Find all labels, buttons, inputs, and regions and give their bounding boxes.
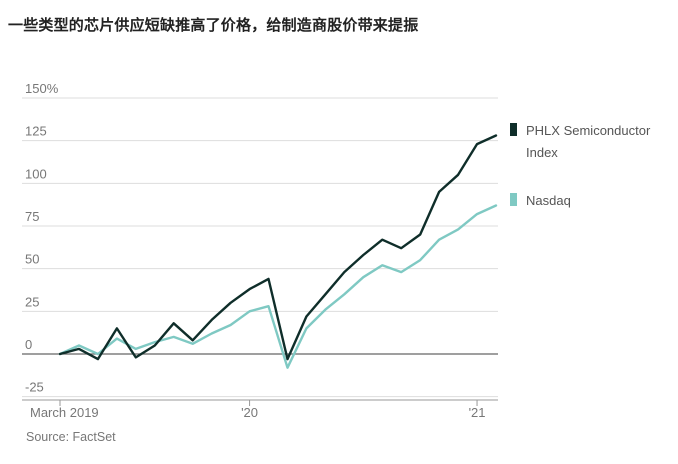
legend-semiconductor-label: PHLX Semiconductor — [526, 123, 651, 138]
y-tick-label: 150% — [25, 81, 59, 96]
legend-semiconductor-label: Index — [526, 145, 558, 160]
series-line-semiconductor — [58, 134, 498, 361]
y-axis-ticks: 150% 125 100 75 50 25 0 -25 — [25, 81, 59, 395]
y-tick-label: 0 — [25, 337, 32, 352]
legend-semiconductor-swatch — [510, 123, 517, 136]
y-tick-label: 125 — [25, 124, 47, 139]
source-note: Source: FactSet — [26, 430, 116, 444]
series-layer — [58, 134, 498, 369]
legend-nasdaq-label: Nasdaq — [526, 193, 571, 208]
chart-title: 一些类型的芯片供应短缺推高了价格，给制造商股价带来提振 — [8, 16, 419, 34]
x-axis: March 2019 '20 '21 — [22, 399, 498, 420]
y-tick-label: 25 — [25, 294, 39, 309]
y-tick-label: 100 — [25, 166, 47, 181]
y-tick-label: -25 — [25, 380, 44, 395]
x-tick-label: '21 — [469, 405, 486, 420]
legend-nasdaq-swatch — [510, 193, 517, 206]
y-tick-label: 50 — [25, 252, 39, 267]
y-tick-label: 75 — [25, 209, 39, 224]
x-tick-label: '20 — [241, 405, 258, 420]
x-tick-label: March 2019 — [30, 405, 99, 420]
series-line-nasdaq — [58, 204, 498, 369]
legend: PHLX Semiconductor Index Nasdaq — [510, 123, 651, 208]
